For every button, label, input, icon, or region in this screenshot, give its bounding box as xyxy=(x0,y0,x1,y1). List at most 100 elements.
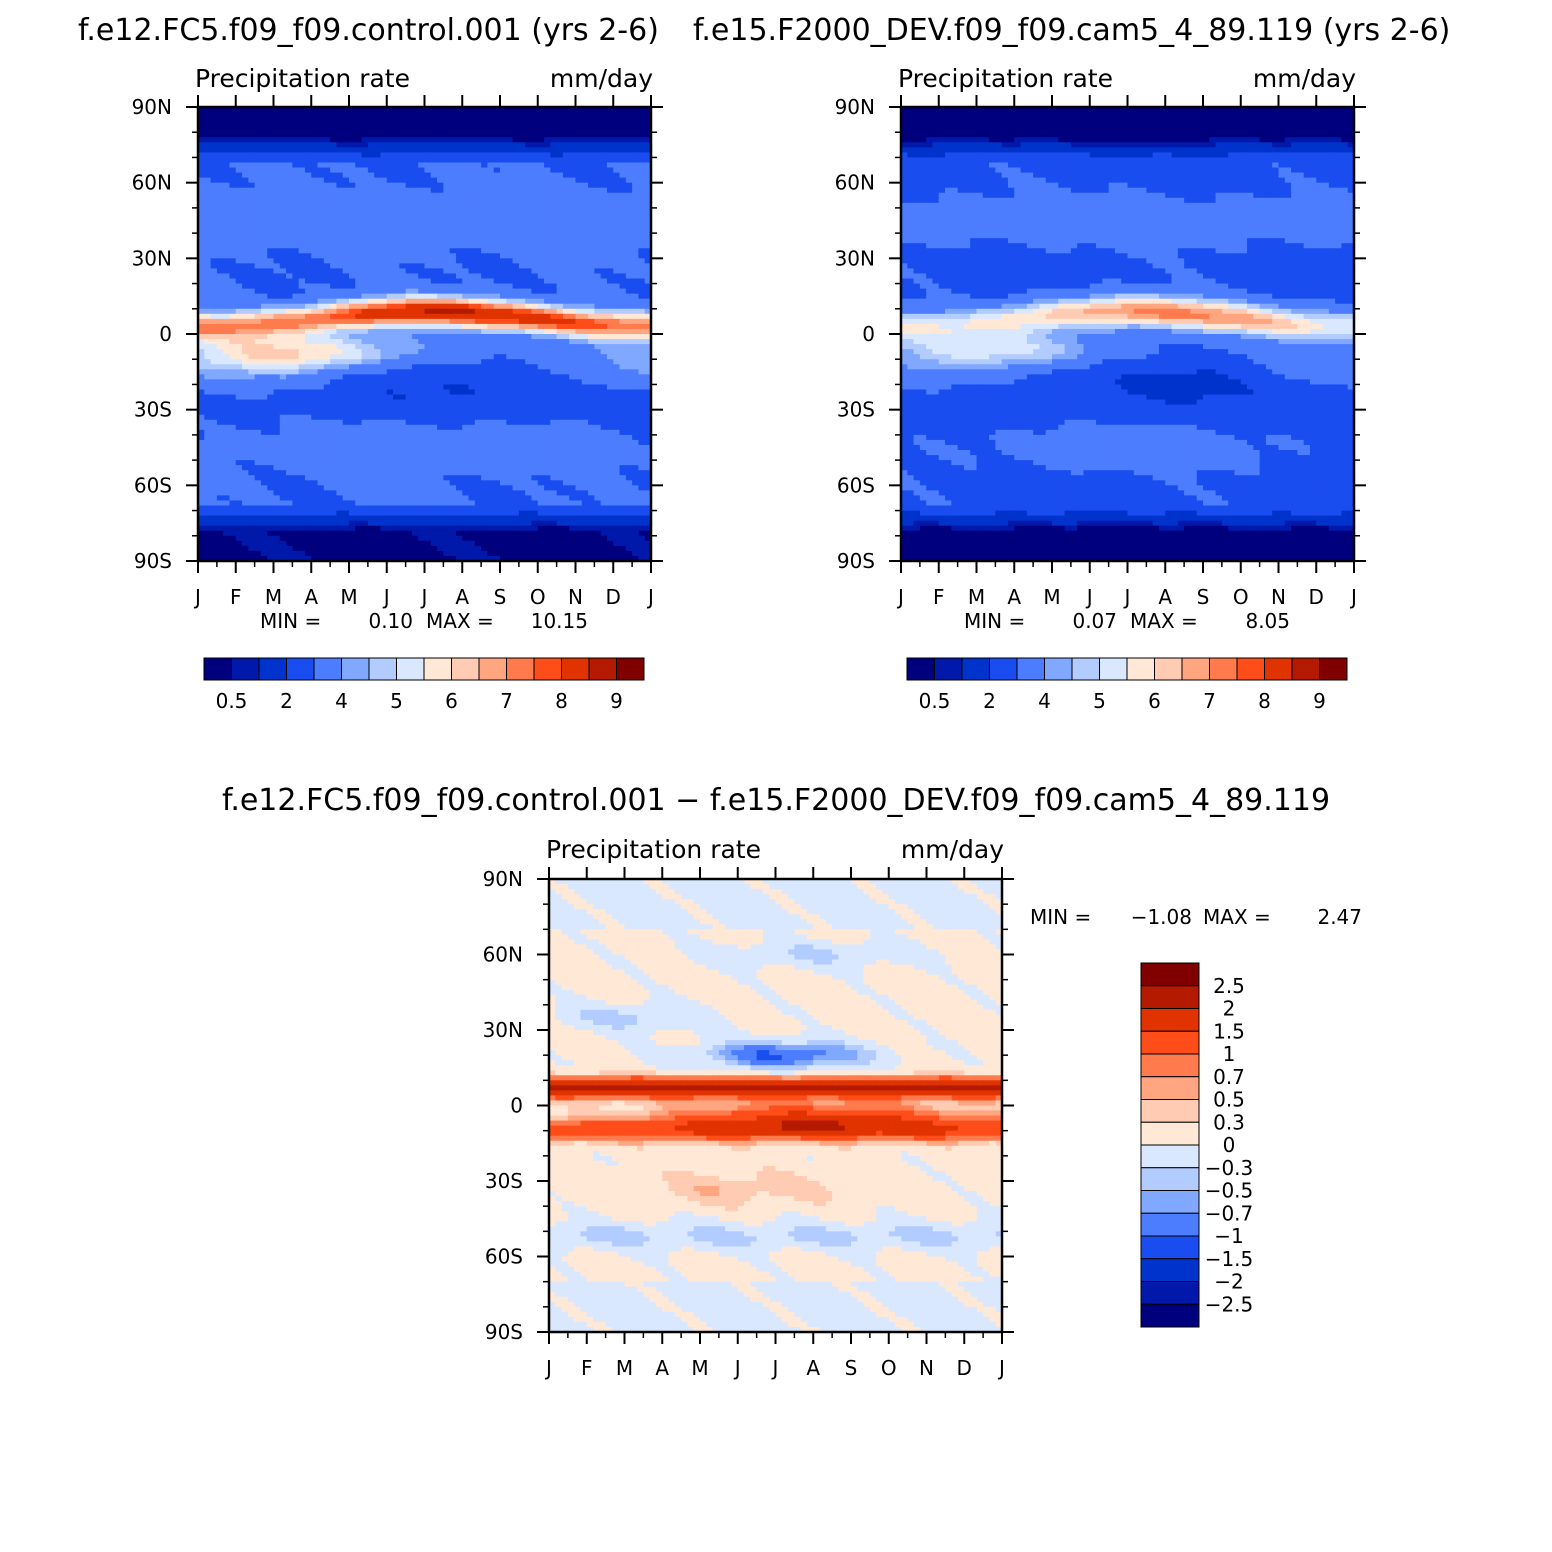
contour-cell xyxy=(298,429,306,436)
contour-cell xyxy=(600,228,608,234)
contour-cell xyxy=(242,303,249,310)
contour-cell xyxy=(619,444,627,451)
contour-cell xyxy=(500,313,507,320)
contour-cell xyxy=(512,177,520,184)
contour-cell xyxy=(481,409,489,416)
contour-cell xyxy=(336,248,344,254)
contour-cell xyxy=(537,399,545,406)
contour-cell xyxy=(556,243,564,249)
contour-cell xyxy=(286,132,293,138)
contour-cell xyxy=(304,112,312,118)
contour-cell xyxy=(575,444,583,451)
contour-cell xyxy=(512,409,520,416)
contour-cell xyxy=(600,127,608,133)
contour-cell xyxy=(518,278,526,285)
contour-cell xyxy=(386,258,394,264)
contour-cell xyxy=(537,439,545,446)
contour-cell xyxy=(260,323,268,330)
contour-cell xyxy=(500,117,507,123)
contour-cell xyxy=(544,344,551,350)
contour-cell xyxy=(216,354,224,360)
contour-cell xyxy=(216,117,224,123)
contour-cell xyxy=(292,137,300,143)
contour-cell xyxy=(506,444,514,451)
contour-cell xyxy=(418,253,426,259)
contour-cell xyxy=(242,243,249,249)
contour-cell xyxy=(481,354,489,360)
contour-cell xyxy=(204,404,212,411)
contour-cell xyxy=(518,313,526,320)
contour-cell xyxy=(330,212,338,219)
contour-cell xyxy=(405,283,413,290)
contour-cell xyxy=(273,243,281,249)
contour-cell xyxy=(418,117,426,123)
contour-cell xyxy=(267,142,275,148)
contour-cell xyxy=(506,132,514,138)
contour-cell xyxy=(638,344,646,350)
contour-cell xyxy=(525,303,533,310)
contour-cell xyxy=(487,177,495,184)
contour-cell xyxy=(260,409,268,416)
contour-cell xyxy=(481,318,489,325)
contour-cell xyxy=(462,404,470,411)
contour-cell xyxy=(317,369,325,375)
contour-cell xyxy=(304,122,312,128)
contour-cell xyxy=(204,122,212,128)
contour-cell xyxy=(198,323,205,330)
contour-cell xyxy=(198,142,205,148)
contour-cell xyxy=(355,132,363,138)
contour-cell xyxy=(424,197,432,204)
contour-cell xyxy=(380,263,388,270)
contour-cell xyxy=(562,107,570,113)
contour-cell xyxy=(575,298,583,305)
contour-cell xyxy=(298,152,306,159)
contour-cell xyxy=(399,112,407,118)
contour-cell xyxy=(462,313,470,320)
contour-cell xyxy=(518,157,526,164)
contour-cell xyxy=(632,253,640,259)
contour-cell xyxy=(481,152,489,159)
contour-cell xyxy=(575,137,583,143)
contour-cell xyxy=(512,112,520,118)
contour-cell xyxy=(575,419,583,426)
contour-cell xyxy=(632,288,640,295)
contour-cell xyxy=(581,217,589,224)
contour-cell xyxy=(512,142,520,148)
contour-cell xyxy=(405,288,413,295)
contour-cell xyxy=(311,217,319,224)
contour-cell xyxy=(625,253,633,259)
contour-cell xyxy=(556,323,564,330)
contour-cell xyxy=(273,404,281,411)
contour-cell xyxy=(235,308,243,315)
contour-cell xyxy=(500,202,507,209)
contour-cell xyxy=(242,172,249,179)
contour-cell xyxy=(594,112,602,118)
contour-cell xyxy=(606,238,614,244)
contour-cell xyxy=(323,303,331,310)
contour-cell xyxy=(330,268,338,275)
contour-cell xyxy=(500,359,507,365)
contour-cell xyxy=(556,182,564,189)
contour-cell xyxy=(361,318,369,325)
contour-cell xyxy=(411,217,419,224)
contour-cell xyxy=(544,450,551,456)
contour-cell xyxy=(311,117,319,123)
contour-cell xyxy=(550,419,558,426)
contour-cell xyxy=(569,122,577,128)
contour-cell xyxy=(273,359,281,365)
contour-cell xyxy=(349,112,356,118)
contour-cell xyxy=(418,313,426,320)
contour-cell xyxy=(286,293,293,300)
contour-cell xyxy=(386,243,394,249)
contour-cell xyxy=(248,404,256,411)
contour-cell xyxy=(223,243,231,249)
contour-cell xyxy=(600,374,608,380)
contour-cell xyxy=(361,439,369,446)
contour-cell xyxy=(204,399,212,406)
contour-cell xyxy=(556,444,564,451)
contour-cell xyxy=(349,117,356,123)
contour-cell xyxy=(430,258,438,264)
contour-cell xyxy=(594,444,602,451)
contour-cell xyxy=(386,172,394,179)
